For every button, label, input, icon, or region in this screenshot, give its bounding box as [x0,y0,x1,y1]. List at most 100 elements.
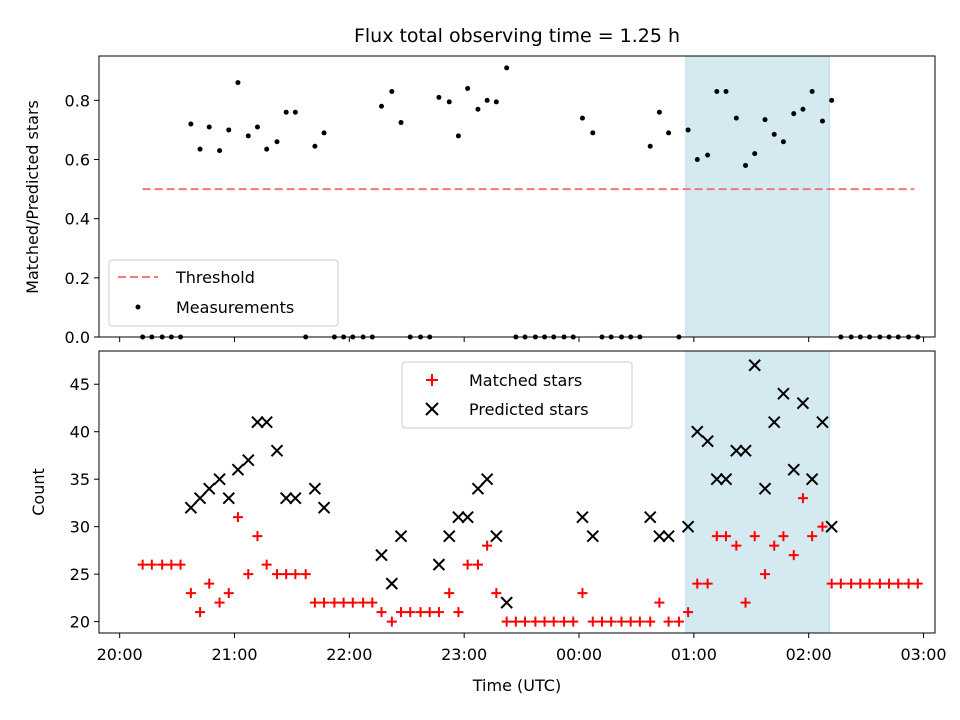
matched-star-point [788,550,799,561]
measurement-point [780,139,786,145]
predicted-star-point [805,472,819,486]
matched-star-point [625,616,636,627]
top-legend: Threshold Measurements [108,259,339,327]
matched-star-point [577,588,588,599]
matched-star-point [760,569,771,580]
matched-star-point [157,559,168,570]
predicted-star-point [260,416,273,429]
matched-star-point [204,578,215,589]
predicted-star-point [184,501,198,514]
measurement-point [484,97,490,103]
matched-star-point [491,588,502,599]
legend-threshold-label: Threshold [175,268,255,287]
predicted-star-point [308,482,322,495]
matched-star-point [539,616,550,627]
y-tick-label: 25 [70,565,90,584]
matched-star-point [386,616,397,627]
matched-star-point [645,616,656,627]
predicted-star-point [480,472,494,486]
chart-title: Flux total observing time = 1.25 h [354,25,680,47]
bottom-legend: Matched stars Predicted stars [401,361,633,429]
matched-star-point [835,578,846,589]
matched-star-point [855,578,866,589]
matched-star-point [396,607,407,618]
legend-measurements-label: Measurements [176,298,294,317]
matched-star-point [309,597,320,608]
matched-star-point [731,540,742,551]
measurement-point [254,124,260,130]
x-tick-label: 00:00 [556,645,602,664]
matched-star-point [826,578,837,589]
measurement-point [436,94,442,100]
matched-star-point [673,616,684,627]
x-tick-label: 03:00 [900,645,946,664]
matched-star-point [587,616,598,627]
y-tick-label: 0.2 [65,269,90,288]
predicted-star-point [816,416,829,429]
measurement-point [771,131,777,137]
matched-star-point [300,569,311,580]
measurement-point [312,143,318,149]
predicted-star-point [653,529,666,543]
predicted-star-point [796,397,810,410]
predicted-star-point [471,482,485,495]
y-tick-label: 0.8 [65,91,90,110]
matched-star-point [596,616,607,627]
top-plot-frame [98,55,936,338]
measurement-point [800,106,806,112]
matched-star-point [559,616,570,627]
measurement-point [475,106,481,112]
x-tick-label: 02:00 [786,645,832,664]
measurement-point [579,115,585,121]
measurement-point [245,133,251,139]
predicted-star-point [500,596,513,609]
predicted-star-point [443,529,456,543]
predicted-star-point [748,359,761,372]
matched-star-point [424,607,435,618]
matched-star-point [711,531,722,542]
matched-star-point [453,607,464,618]
matched-star-point [415,607,426,618]
measurement-point [455,133,461,139]
matched-star-point [472,559,483,570]
measurement-point [465,86,471,92]
x-tick-label: 21:00 [211,645,257,664]
measurement-point [743,162,749,168]
predicted-star-point [787,463,800,476]
y-tick-label: 0.4 [65,210,90,229]
y-tick-label: 30 [70,518,90,537]
matched-star-point [444,588,455,599]
predicted-star-point [758,482,772,495]
matched-star-point [634,616,645,627]
predicted-star-point [777,387,790,400]
x-tick-label: 22:00 [326,645,372,664]
predicted-star-point [231,463,245,476]
measurement-point [809,88,815,94]
y-tick-label: 45 [70,375,90,394]
matched-star-point [683,607,694,618]
predicted-star-point [461,510,474,524]
matched-star-point [433,607,444,618]
y-tick-label: 40 [70,423,90,442]
y-tick-label: 0.6 [65,151,90,170]
predicted-star-point [490,529,503,543]
matched-star-point [510,616,521,627]
measurement-point [694,157,700,163]
measurement-point [590,130,596,136]
matched-star-point [319,597,330,608]
matched-star-point [501,616,512,627]
predicted-star-point [203,482,216,495]
measurement-point [714,88,720,94]
predicted-star-point [739,444,752,457]
matched-star-point [864,578,875,589]
measurement-point [264,146,270,152]
y-tick-label: 20 [70,613,90,632]
matched-star-point [214,597,225,608]
predicted-star-point [662,529,675,543]
matched-star-point [568,616,579,627]
predicted-star-point [691,425,704,438]
matched-star-point [358,597,369,608]
matched-star-point [721,531,731,542]
matched-star-point [769,540,780,551]
predicted-star-point [213,472,226,486]
